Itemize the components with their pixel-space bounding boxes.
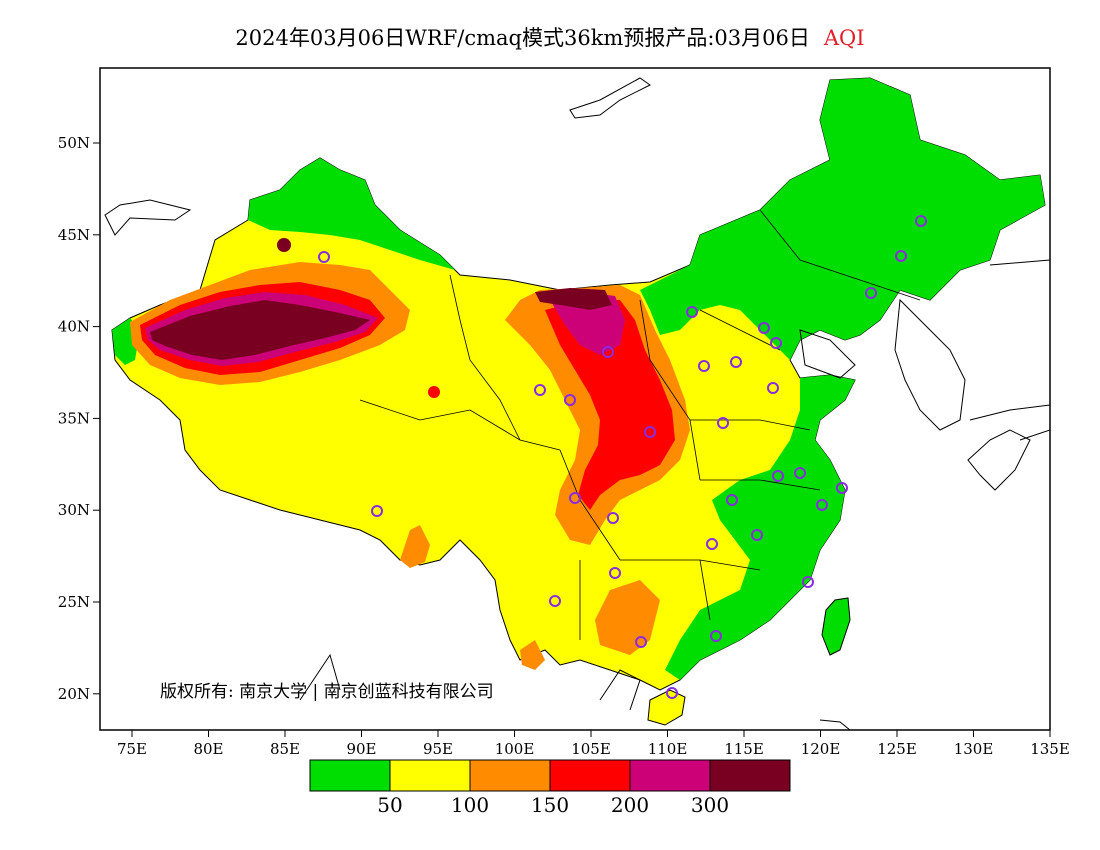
station-marker — [836, 482, 848, 494]
orange-patch-yunnan — [520, 640, 545, 670]
latitude-axis: 50N 45N 40N 35N 30N 25N 20N — [58, 134, 100, 703]
lon-tick-label: 85E — [270, 740, 300, 758]
station-marker — [772, 470, 784, 482]
station-marker — [318, 251, 330, 263]
lon-tick-label: 105E — [571, 740, 611, 758]
station-marker — [686, 306, 698, 318]
red-region-central — [545, 300, 675, 510]
hainan-island — [647, 689, 686, 726]
purple-region-central — [550, 292, 625, 355]
station-marker — [802, 576, 814, 588]
station-marker — [534, 384, 546, 396]
lon-tick-label: 115E — [724, 740, 764, 758]
taiwan-island — [821, 597, 851, 656]
station-marker — [635, 636, 647, 648]
colorbar-label: 200 — [611, 793, 649, 817]
copyright-text: 版权所有: 南京大学 | 南京创蓝科技有限公司 — [160, 682, 494, 702]
station-marker — [915, 215, 927, 227]
title-variable: AQI — [823, 26, 865, 50]
lon-tick-label: 95E — [423, 740, 453, 758]
colorbar-label: 300 — [691, 793, 729, 817]
station-marker — [895, 250, 907, 262]
orange-patch-tibet — [400, 525, 430, 568]
colorbar-swatch — [629, 759, 711, 792]
station-marker — [770, 337, 782, 349]
station-marker — [816, 499, 828, 511]
station-marker — [564, 394, 576, 406]
lon-tick-label: 100E — [495, 740, 535, 758]
station-marker — [794, 467, 806, 479]
station-markers — [318, 215, 927, 699]
lon-tick-label: 110E — [648, 740, 688, 758]
lon-tick-label: 75E — [117, 740, 147, 758]
orange-patch-guangxi — [595, 580, 660, 655]
colorbar: 50 100 150 200 300 — [309, 759, 791, 817]
station-marker — [602, 346, 614, 358]
lon-tick-label: 125E — [877, 740, 917, 758]
station-marker — [751, 529, 763, 541]
station-marker — [569, 492, 581, 504]
map-title: 2024年03月06日WRF/cmaq模式36km预报产品:03月06日 AQI — [0, 22, 1100, 52]
station-marker — [549, 595, 561, 607]
lat-tick-label: 40N — [58, 318, 90, 336]
colorbar-swatch — [309, 759, 391, 792]
maroon-region-tarim — [150, 300, 370, 360]
green-region-southeast — [665, 375, 855, 680]
station-marker — [710, 630, 722, 642]
station-marker — [644, 426, 656, 438]
colorbar-label: 50 — [377, 793, 402, 817]
station-marker — [706, 538, 718, 550]
colorbar-label: 150 — [531, 793, 569, 817]
lat-tick-label: 35N — [58, 409, 90, 427]
station-marker — [666, 687, 678, 699]
maroon-region-central — [535, 288, 612, 310]
lat-tick-label: 50N — [58, 134, 90, 152]
lon-tick-label: 120E — [801, 740, 841, 758]
lat-tick-label: 25N — [58, 593, 90, 611]
station-marker — [730, 356, 742, 368]
station-marker — [607, 512, 619, 524]
station-marker — [767, 382, 779, 394]
green-region-northeast — [640, 78, 1045, 360]
colorbar-swatch — [389, 759, 471, 792]
province-boundaries — [359, 209, 921, 640]
station-marker — [865, 287, 877, 299]
hotspot-xinjiang-2 — [354, 270, 374, 290]
station-marker — [726, 494, 738, 506]
lat-tick-label: 45N — [58, 226, 90, 244]
colorbar-label: 100 — [451, 793, 489, 817]
colorbar-swatch — [469, 759, 551, 792]
station-marker — [609, 567, 621, 579]
lat-tick-label: 30N — [58, 501, 90, 519]
station-marker — [717, 417, 729, 429]
station-marker — [758, 322, 770, 334]
station-marker — [371, 505, 383, 517]
map-area: 版权所有: 南京大学 | 南京创蓝科技有限公司 — [104, 77, 1050, 730]
lat-tick-label: 20N — [58, 685, 90, 703]
hotspot-qinghai — [428, 386, 440, 398]
title-main: 2024年03月06日WRF/cmaq模式36km预报产品:03月06日 — [235, 26, 810, 50]
green-region-north-xinjiang — [248, 158, 455, 270]
lon-tick-label: 135E — [1030, 740, 1070, 758]
lon-tick-label: 80E — [193, 740, 223, 758]
neighbor-coastlines — [104, 77, 1050, 730]
map-frame — [99, 67, 1051, 731]
lon-tick-label: 90E — [346, 740, 376, 758]
colorbar-swatch — [549, 759, 631, 792]
station-marker — [698, 360, 710, 372]
hotspot-xinjiang-1 — [277, 238, 291, 252]
longitude-axis: 75E 80E 85E 90E 95E 100E 105E 110E 115E 120E 125E 1… — [117, 730, 1070, 758]
lon-tick-label: 130E — [954, 740, 994, 758]
colorbar-swatch — [709, 759, 791, 792]
